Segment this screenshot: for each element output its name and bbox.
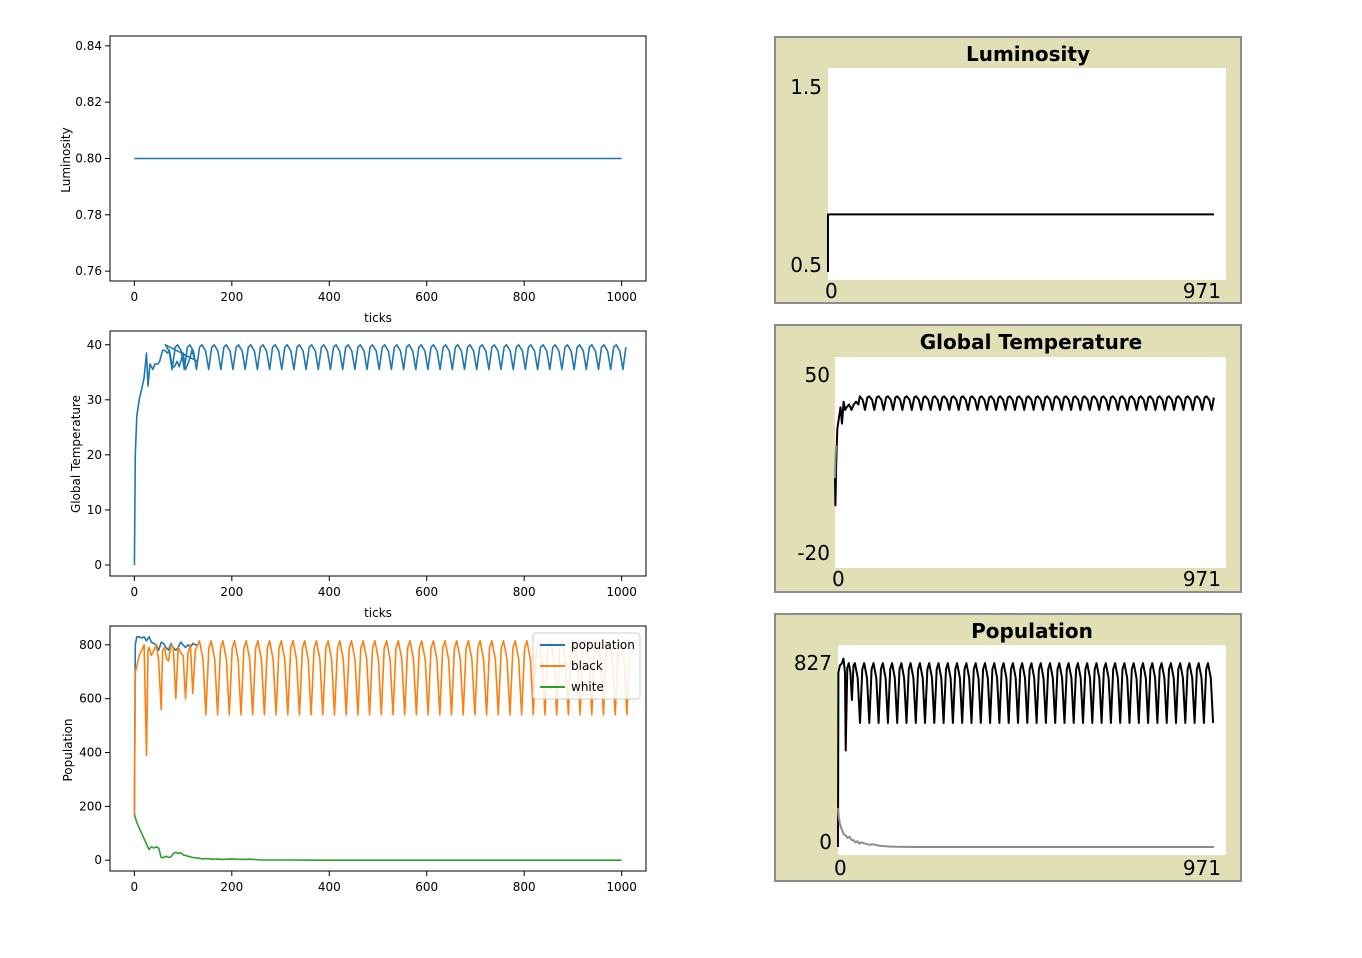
x-tick-label: 400 bbox=[318, 585, 341, 599]
series-line-population bbox=[133, 636, 198, 815]
netlogo-y-min-label: -20 bbox=[797, 541, 830, 565]
x-tick-label: 800 bbox=[513, 290, 536, 304]
netlogo-plot-title: Population bbox=[971, 619, 1093, 643]
netlogo-series-line bbox=[834, 395, 1215, 507]
netlogo-series-line bbox=[834, 445, 838, 479]
y-tick-label: 0.82 bbox=[75, 95, 102, 109]
population-axes-frame bbox=[109, 625, 647, 872]
x-tick-label: 1000 bbox=[606, 290, 637, 304]
y-tick-label: 200 bbox=[79, 799, 102, 813]
legend-box bbox=[532, 632, 641, 700]
y-tick-label: 0.84 bbox=[75, 39, 102, 53]
x-tick-label: 800 bbox=[513, 585, 536, 599]
x-tick-label: 1000 bbox=[606, 585, 637, 599]
x-tick-label: 800 bbox=[513, 880, 536, 894]
y-tick-label: 0 bbox=[94, 853, 102, 867]
netlogo-x-max-label: 971 bbox=[1183, 856, 1221, 880]
temperature-y-axis-label: Global Temperature bbox=[69, 395, 83, 513]
netlogo-y-max-label: 827 bbox=[794, 651, 832, 675]
y-tick-label: 40 bbox=[87, 338, 102, 352]
legend-label-black: black bbox=[571, 659, 603, 673]
y-tick-label: 0.78 bbox=[75, 208, 102, 222]
y-tick-label: 0.80 bbox=[75, 152, 102, 166]
luminosity-chart: 0 200 400 600 800 1000 0.76 0.78 0.80 0.82 0.84 t… bbox=[59, 35, 647, 325]
temperature-x-axis-label: ticks bbox=[364, 606, 392, 620]
y-tick-label: 10 bbox=[87, 503, 102, 517]
x-tick-label: 200 bbox=[220, 290, 243, 304]
legend-label-white: white bbox=[571, 680, 604, 694]
netlogo-temperature-plot: Global Temperature 50 -20 0 971 bbox=[774, 324, 1242, 593]
netlogo-x-min-label: 0 bbox=[834, 856, 847, 880]
temperature-axes-frame bbox=[109, 330, 647, 577]
legend-label-population: population bbox=[571, 638, 635, 652]
population-legend: population black white bbox=[532, 632, 641, 700]
netlogo-plot-area bbox=[828, 68, 1226, 280]
netlogo-plot-title: Global Temperature bbox=[920, 330, 1143, 354]
netlogo-plot-area bbox=[838, 645, 1226, 855]
series-line-white bbox=[133, 814, 622, 861]
x-tick-label: 400 bbox=[318, 880, 341, 894]
x-tick-label: 200 bbox=[220, 585, 243, 599]
netlogo-x-min-label: 0 bbox=[832, 567, 845, 591]
netlogo-y-max-label: 50 bbox=[805, 363, 830, 387]
population-y-axis-label: Population bbox=[61, 718, 75, 781]
x-tick-label: 0 bbox=[131, 880, 139, 894]
population-chart: 0 200 400 600 800 1000 0 200 400 600 800 Populati… bbox=[61, 625, 647, 894]
x-tick-label: 0 bbox=[131, 585, 139, 599]
y-tick-label: 600 bbox=[79, 692, 102, 706]
netlogo-x-max-label: 971 bbox=[1183, 279, 1221, 303]
x-tick-label: 400 bbox=[318, 290, 341, 304]
y-tick-label: 20 bbox=[87, 448, 102, 462]
global-temperature-chart: 0 200 400 600 800 1000 0 10 20 30 40 ticks Global… bbox=[69, 330, 647, 620]
netlogo-y-min-label: 0.5 bbox=[790, 253, 822, 277]
netlogo-x-min-label: 0 bbox=[825, 279, 838, 303]
x-tick-label: 200 bbox=[220, 880, 243, 894]
netlogo-y-max-label: 1.5 bbox=[790, 75, 822, 99]
y-tick-label: 800 bbox=[79, 638, 102, 652]
netlogo-y-min-label: 0 bbox=[819, 830, 832, 854]
x-tick-label: 1000 bbox=[606, 880, 637, 894]
y-tick-label: 400 bbox=[79, 746, 102, 760]
x-tick-label: 600 bbox=[415, 585, 438, 599]
y-tick-label: 0 bbox=[94, 558, 102, 572]
netlogo-series-line bbox=[827, 213, 1214, 272]
luminosity-x-axis-label: ticks bbox=[364, 311, 392, 325]
y-tick-label: 30 bbox=[87, 393, 102, 407]
netlogo-population-plot: Population 827 0 0 971 bbox=[774, 613, 1242, 882]
netlogo-luminosity-plot: Luminosity 1.5 0.5 0 971 bbox=[774, 36, 1242, 304]
x-tick-label: 0 bbox=[131, 290, 139, 304]
netlogo-series-line bbox=[837, 807, 1214, 848]
x-tick-label: 600 bbox=[415, 290, 438, 304]
netlogo-series-line bbox=[837, 657, 1215, 848]
series-line-series-0 bbox=[133, 344, 627, 566]
y-tick-label: 0.76 bbox=[75, 264, 102, 278]
luminosity-y-axis-label: Luminosity bbox=[59, 127, 73, 192]
netlogo-plot-title: Luminosity bbox=[966, 42, 1090, 66]
x-tick-label: 600 bbox=[415, 880, 438, 894]
netlogo-plot-area bbox=[835, 357, 1226, 568]
netlogo-x-max-label: 971 bbox=[1183, 567, 1221, 591]
